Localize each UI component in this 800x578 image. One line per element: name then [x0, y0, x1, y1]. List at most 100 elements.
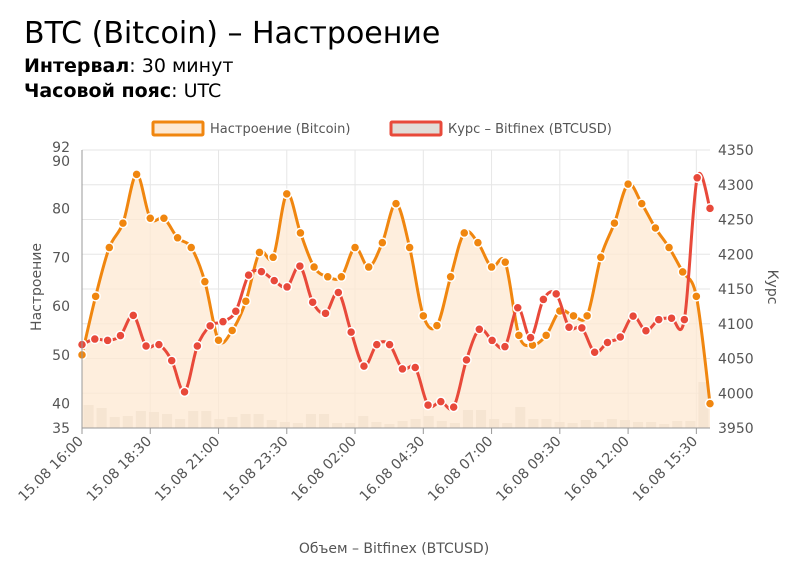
price-point — [345, 326, 357, 338]
interval-line: Интервал: 30 минут — [24, 55, 234, 77]
price-point — [153, 339, 165, 350]
sentiment-point — [322, 271, 333, 283]
sentiment-point — [172, 232, 183, 244]
price-point — [525, 332, 536, 343]
sentiment-area-fill — [82, 174, 710, 428]
x-tick-label: 15.08 16:00 — [15, 434, 86, 505]
y-right-tick: 3950 — [718, 421, 754, 437]
price-point — [422, 399, 434, 411]
sentiment-point — [390, 198, 402, 209]
x-tick-label: 15.08 21:00 — [152, 434, 223, 505]
legend-swatch-sentiment — [151, 120, 205, 137]
price-series — [76, 172, 716, 413]
price-point — [320, 308, 331, 319]
timezone-line: Часовой пояс: UTC — [24, 80, 222, 102]
price-point — [576, 322, 588, 334]
sentiment-point — [568, 310, 579, 322]
legend-swatch-price — [389, 120, 443, 137]
sentiment-point — [691, 291, 702, 302]
sentiment-point — [636, 198, 647, 209]
sentiment-point — [104, 242, 115, 253]
x-tick-label: 16.08 12:00 — [562, 434, 633, 505]
price-point — [538, 294, 549, 305]
price-point — [115, 330, 126, 341]
price-point — [448, 401, 459, 413]
price-point — [358, 360, 370, 372]
sentiment-point — [240, 295, 252, 307]
y-right-axis-title: Курс — [764, 270, 780, 305]
price-point — [333, 287, 344, 298]
x-tick-label: 16.08 09:30 — [493, 434, 564, 505]
y-left-tick: 60 — [52, 299, 70, 315]
price-point — [704, 203, 716, 214]
sentiment-point — [281, 188, 293, 200]
price-point — [89, 333, 101, 345]
sentiment-point — [117, 217, 129, 229]
legend-label-sentiment[interactable]: Настроение (Bitcoin) — [210, 122, 350, 137]
price-point — [179, 386, 190, 398]
price-point — [243, 269, 254, 281]
y-left-tick: 40 — [52, 397, 70, 413]
price-point — [691, 172, 703, 184]
sentiment-point — [308, 261, 320, 273]
x-tick-label: 15.08 18:30 — [84, 434, 155, 505]
sentiment-point — [131, 169, 142, 180]
price-point — [512, 302, 524, 314]
sentiment-point — [404, 242, 415, 253]
price-point — [627, 310, 639, 322]
legend[interactable]: Настроение (Bitcoin) Курс – Bitfinex (BT… — [151, 120, 612, 137]
y-right-tick: 4050 — [718, 352, 754, 368]
price-point — [563, 321, 575, 333]
y-right-tick: 4300 — [718, 178, 754, 194]
y-left-tick: 80 — [52, 202, 70, 218]
price-point — [230, 305, 242, 317]
price-point — [384, 339, 395, 350]
y-left-tick: 50 — [52, 348, 70, 364]
sentiment-point — [622, 178, 634, 190]
chart-title: BTC (Bitcoin) – Настроение — [24, 16, 441, 51]
sentiment-point — [431, 320, 443, 331]
price-point — [166, 355, 177, 366]
sentiment-point — [145, 213, 156, 224]
y-right-tick: 4150 — [718, 282, 754, 298]
sentiment-point — [499, 256, 511, 268]
x-tick-label: 16.08 07:00 — [425, 434, 496, 505]
price-point — [499, 341, 511, 352]
x-tick-label: 16.08 02:00 — [289, 434, 360, 505]
price-point — [102, 335, 113, 346]
y-right-tick: 4100 — [718, 317, 754, 333]
sentiment-point — [295, 227, 306, 239]
interval-value: 30 минут — [141, 55, 234, 77]
sentiment-point — [267, 252, 279, 263]
price-point — [371, 339, 383, 350]
price-point — [268, 275, 280, 286]
y-left-tick: 70 — [52, 250, 70, 266]
price-point — [589, 346, 600, 358]
sentiment-point — [581, 310, 593, 322]
sentiment-point — [336, 271, 347, 283]
price-point — [640, 325, 652, 336]
sentiment-point — [158, 213, 170, 224]
sentiment-point — [445, 271, 456, 283]
sentiment-point — [540, 330, 552, 341]
price-point — [204, 320, 216, 332]
x-tick-label: 16.08 04:30 — [357, 434, 428, 505]
sentiment-point — [349, 242, 361, 253]
sentiment-point — [595, 252, 607, 263]
price-point — [615, 331, 626, 343]
price-point — [256, 266, 267, 277]
sentiment-point — [213, 334, 224, 346]
price-point — [679, 314, 690, 325]
sentiment-point — [609, 217, 620, 229]
y-right-tick: 4350 — [718, 143, 754, 159]
timezone-value: UTC — [183, 80, 222, 102]
sentiment-point — [459, 227, 470, 239]
sentiment-area — [82, 174, 710, 428]
price-point — [474, 324, 485, 335]
sentiment-series — [76, 169, 716, 409]
price-point — [128, 310, 139, 321]
price-point — [666, 312, 677, 324]
legend-label-price[interactable]: Курс – Bitfinex (BTCUSD) — [448, 122, 612, 137]
price-point — [602, 337, 613, 348]
